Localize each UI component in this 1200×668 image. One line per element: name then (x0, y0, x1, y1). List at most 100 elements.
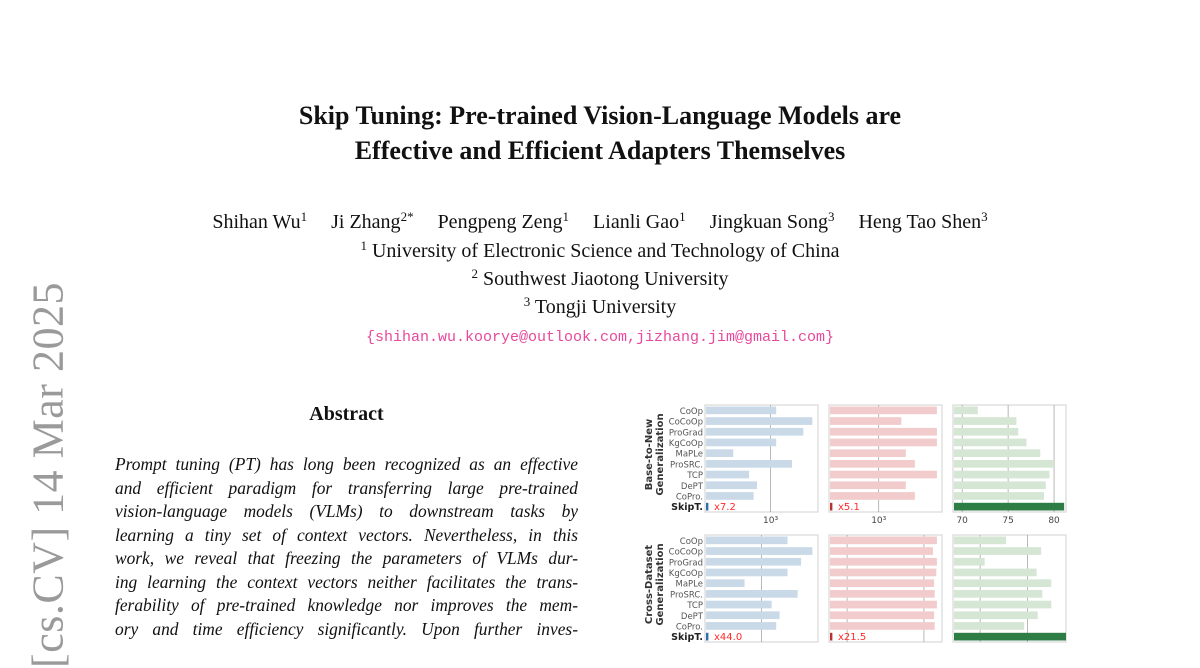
bar (830, 536, 937, 545)
bar (954, 632, 1066, 641)
bar (830, 622, 935, 630)
bar (706, 536, 788, 545)
author: Ji Zhang2* (331, 209, 414, 233)
bar (830, 481, 906, 490)
author-sup: 3 (827, 209, 835, 224)
abstract-line: ferability of pre-trained knowledge nor … (115, 595, 578, 615)
tick-label: 80 (1048, 516, 1060, 526)
bar (954, 579, 1052, 587)
bar (954, 557, 985, 566)
bar (706, 460, 793, 468)
bar (830, 547, 933, 555)
author-name: Ji Zhang (331, 211, 401, 233)
bar (830, 611, 935, 620)
author-list: Shihan Wu1 Ji Zhang2* Pengpeng Zeng1 Lianli… (0, 209, 1200, 234)
abstract-line: ory and time efficiency significantly. U… (115, 618, 578, 639)
tick-label: 10³ (871, 516, 886, 526)
bar (954, 449, 1041, 457)
ratio-label: x44.0 (714, 632, 742, 643)
bar (830, 557, 937, 566)
bar (830, 579, 935, 587)
bar (706, 579, 745, 587)
category-label: DePT (681, 612, 704, 622)
bar (706, 438, 777, 447)
author-sup: 1 (300, 209, 308, 224)
category-label: MaPLe (676, 450, 703, 460)
bar (706, 547, 813, 555)
aff-name: Tongji University (534, 296, 677, 318)
bar (706, 557, 802, 566)
bar (830, 470, 937, 479)
abstract-line: vision-language models (VLMs) to downstr… (115, 501, 578, 521)
bar (706, 417, 813, 425)
ratio-label: x7.2 (714, 502, 736, 513)
author: Jingkuan Song3 (709, 209, 835, 233)
bar (954, 481, 1046, 490)
bar (954, 600, 1052, 609)
category-label: TCP (686, 471, 703, 481)
abstract-line: ing learning the context vectors neither… (115, 571, 578, 592)
abstract-line: and efficient paradigm for transferring … (115, 477, 578, 498)
bar (706, 470, 750, 479)
abstract-line: work, we reveal that freezing the parame… (115, 548, 578, 568)
bar (954, 547, 1042, 555)
bar (830, 632, 833, 641)
bar (830, 417, 902, 425)
bar (830, 427, 937, 436)
author-emails[interactable]: {shihan.wu.koorye@outlook.com,jizhang.ji… (365, 329, 835, 346)
bar (706, 590, 798, 598)
bar (954, 406, 978, 415)
category-label: ProSRC. (670, 460, 703, 470)
category-label: ProGrad (669, 428, 703, 438)
tick-label: 75 (1002, 516, 1013, 526)
author-sup: 2* (400, 209, 414, 224)
author-name: Shihan Wu (212, 211, 301, 233)
author-sup: 1 (679, 209, 686, 224)
bar (954, 536, 1007, 545)
category-label: DePT (681, 482, 704, 492)
bar (830, 449, 906, 457)
bar (830, 406, 937, 415)
category-label: MaPLe (676, 580, 703, 590)
category-label: SkipT. (671, 632, 703, 643)
paper-title: Skip Tuning: Pre-trained Vision-Language… (0, 98, 1200, 168)
author-name: Lianli Gao (593, 211, 680, 233)
bar (954, 590, 1043, 598)
author-name: Jingkuan Song (709, 211, 828, 233)
bar (954, 470, 1050, 479)
author-sup: 1 (562, 209, 570, 224)
bar (954, 417, 1017, 425)
bar (830, 492, 915, 500)
tick-label: 70 (956, 516, 968, 526)
bar (706, 611, 780, 620)
bar (954, 427, 1019, 436)
category-label: ProSRC. (670, 590, 703, 600)
row-label: Cross-DatasetGeneralization (644, 543, 666, 625)
title-line: Effective and Efficient Adapters Themsel… (354, 136, 846, 165)
author: Shihan Wu1 (212, 209, 308, 233)
author: Heng Tao Shen3 (858, 210, 987, 233)
bar (954, 568, 1037, 577)
bar (706, 502, 709, 511)
aff-sup: 3 (523, 294, 531, 309)
aff-sup: 1 (360, 238, 367, 253)
row-label: Base-to-NewGeneralization (644, 413, 666, 495)
ratio-label: x5.1 (838, 502, 860, 513)
title-line: Skip Tuning: Pre-trained Vision-Language… (298, 101, 902, 130)
category-label: ProGrad (669, 558, 703, 568)
bar (830, 438, 937, 447)
aff-sup: 2 (471, 266, 478, 281)
bar (706, 632, 709, 641)
affiliation: 2 Southwest Jiaotong University (0, 266, 1200, 291)
abstract-line: learning a tiny set of context vectors. … (115, 524, 578, 545)
bar (954, 502, 1065, 511)
category-label: CoPro. (676, 492, 703, 502)
bar (830, 460, 915, 468)
category-label: TCP (686, 601, 703, 611)
aff-name: Southwest Jiaotong University (482, 268, 729, 290)
bar (954, 492, 1044, 500)
bar (830, 590, 935, 598)
abstract-heading: Abstract (309, 403, 384, 425)
bar (706, 406, 777, 415)
category-label: SkipT. (671, 502, 703, 513)
